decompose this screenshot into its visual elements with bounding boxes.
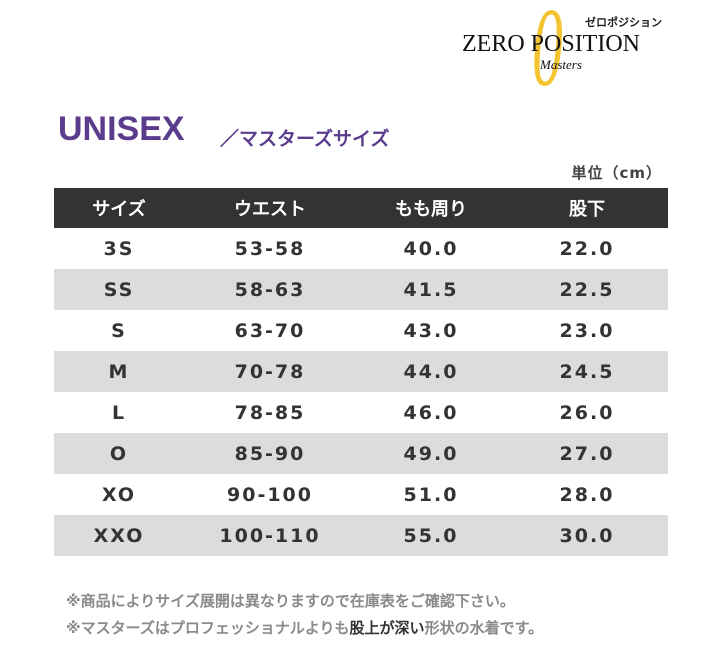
logo-brand: ZERO POSITION [462,31,640,57]
table-cell: 55.0 [403,524,459,547]
table-cell: O [109,442,129,465]
table-cell: 90-100 [227,483,313,506]
table-cell: 3S [103,237,135,260]
column-header: サイズ [92,199,146,220]
table-cell: 27.0 [559,442,615,465]
table-row: SS 58-63 41.5 22.5 [54,269,668,310]
table-cell: 30.0 [559,524,615,547]
table-cell: 51.0 [403,483,459,506]
table-cell: 63-70 [234,319,306,342]
note: ※商品によりサイズ展開は異なりますので在庫表をご確認下さい。 [66,592,515,610]
subheading: ／マスターズサイズ [220,128,390,150]
table-cell: 58-63 [234,278,306,301]
logo-sub: Masters [540,57,582,72]
note: ※マスターズはプロフェッショナルよりも股上が深い形状の水着です。 [66,617,543,638]
table-cell: XO [101,483,137,506]
table-cell: 44.0 [403,360,459,383]
table-cell: 23.0 [559,319,615,342]
table-row: O 85-90 49.0 27.0 [54,433,668,474]
table-cell: M [108,360,130,383]
column-header: ウエスト [234,199,306,220]
table-cell: 22.5 [559,278,615,301]
note-text: 形状の水着です。 [424,619,544,637]
table-row: XXO 100-110 55.0 30.0 [54,515,668,556]
logo-zero: 0 [532,0,563,110]
logo-kana: ゼロポジション [585,16,662,29]
table-row: XO 90-100 51.0 28.0 [54,474,668,515]
table-row: L 78-85 46.0 26.0 [54,392,668,433]
table-cell: 46.0 [403,401,459,424]
unit-label: 単位（cm） [571,164,662,182]
column-header: もも周り [395,199,467,220]
table-row: M 70-78 44.0 24.5 [54,351,668,392]
table-cell: 100-110 [219,524,321,547]
table-cell: S [111,319,127,342]
table-cell: 70-78 [234,360,306,383]
table-row: 3S 53-58 40.0 22.0 [54,228,668,269]
table-cell: L [111,401,127,424]
table-cell: SS [103,278,135,301]
table-cell: 43.0 [403,319,459,342]
table-cell: 40.0 [403,237,459,260]
table-cell: 24.5 [559,360,615,383]
header-row: サイズ ウエスト もも周り 股下 [54,188,668,228]
table-cell: 85-90 [234,442,306,465]
table-cell: 78-85 [234,401,306,424]
table-cell: 26.0 [559,401,615,424]
table-cell: 49.0 [403,442,459,465]
table-cell: 28.0 [559,483,615,506]
note-emphasis: 股上が深い [349,619,425,637]
table-cell: 22.0 [559,237,615,260]
size-table: サイズ ウエスト もも周り 股下 3S 53-58 40.0 22.0 SS 58-63 41.5 2… [54,188,668,556]
column-header: 股下 [569,199,605,220]
table-cell: XXO [93,524,145,547]
table-row: S 63-70 43.0 23.0 [54,310,668,351]
note-text: ※マスターズはプロフェッショナルよりも [66,619,350,637]
table-cell: 53-58 [234,237,306,260]
table-cell: 41.5 [403,278,459,301]
heading: UNISEX [58,110,185,148]
